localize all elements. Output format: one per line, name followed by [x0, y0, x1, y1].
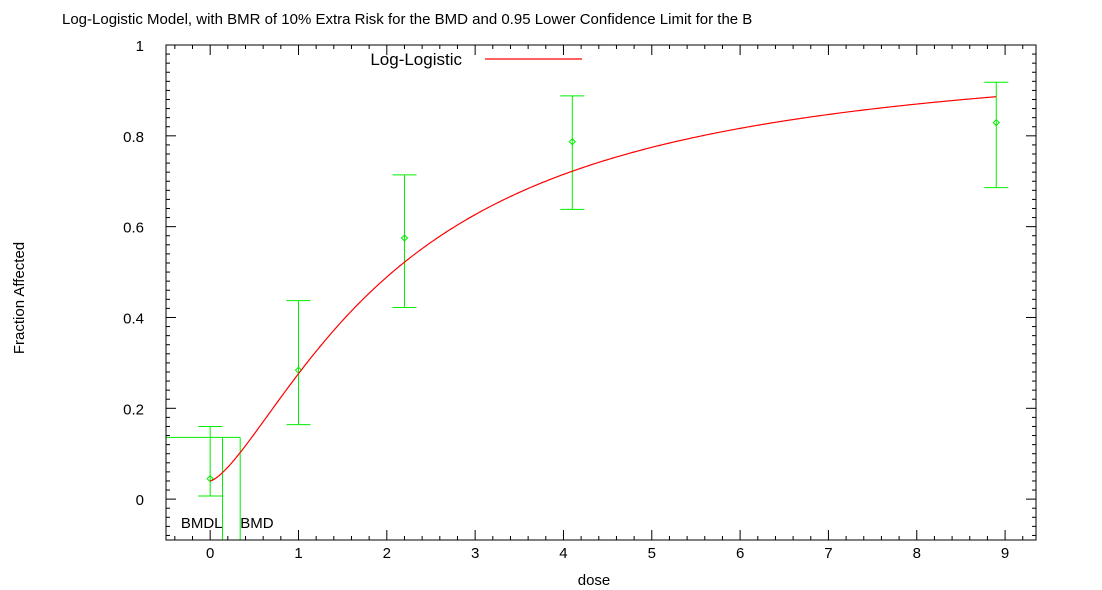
y-tick-label: 0.2 — [123, 401, 144, 418]
x-tick-label: 8 — [913, 545, 921, 562]
y-tick-label: 1 — [136, 38, 144, 55]
bmdl-label: BMDL — [181, 515, 223, 532]
y-tick-label: 0.4 — [123, 310, 144, 327]
y-axis-label: Fraction Affected — [11, 242, 28, 354]
x-tick-label: 5 — [648, 545, 656, 562]
data-point — [392, 174, 417, 308]
tick-marks — [166, 44, 1036, 540]
bmd-label: BMD — [240, 515, 273, 532]
bmd-markers — [166, 436, 241, 540]
x-tick-label: 3 — [471, 545, 479, 562]
x-tick-label: 9 — [1001, 545, 1009, 562]
x-tick-label: 2 — [383, 545, 391, 562]
data-marker — [206, 474, 214, 483]
y-tick-label: 0.6 — [123, 220, 144, 237]
x-axis-label: dose — [578, 572, 611, 589]
data-point — [198, 425, 223, 497]
tick-labels: 0 1 2 3 4 5 6 7 8 9 0 0.2 0.4 0.6 0.8 1 BMDL BMD — [123, 38, 1009, 562]
x-tick-label: 0 — [206, 545, 214, 562]
y-tick-label: 0 — [136, 492, 144, 509]
data-marker — [400, 234, 409, 242]
x-tick-label: 7 — [824, 545, 832, 562]
x-tick-label: 4 — [559, 545, 567, 562]
data-marker — [992, 118, 1000, 127]
chart-title: Log-Logistic Model, with BMR of 10% Extr… — [62, 11, 752, 28]
y-tick-label: 0.8 — [123, 129, 144, 146]
data-marker — [568, 138, 577, 146]
observed-data — [198, 81, 1009, 497]
plot-frame — [165, 44, 1037, 541]
model-curve — [209, 96, 997, 482]
legend-label: Log-Logistic — [370, 50, 462, 69]
legend: Log-Logistic — [370, 50, 582, 69]
x-tick-label: 6 — [736, 545, 744, 562]
data-point — [560, 95, 585, 210]
data-point — [984, 81, 1009, 189]
x-tick-label: 1 — [294, 545, 302, 562]
